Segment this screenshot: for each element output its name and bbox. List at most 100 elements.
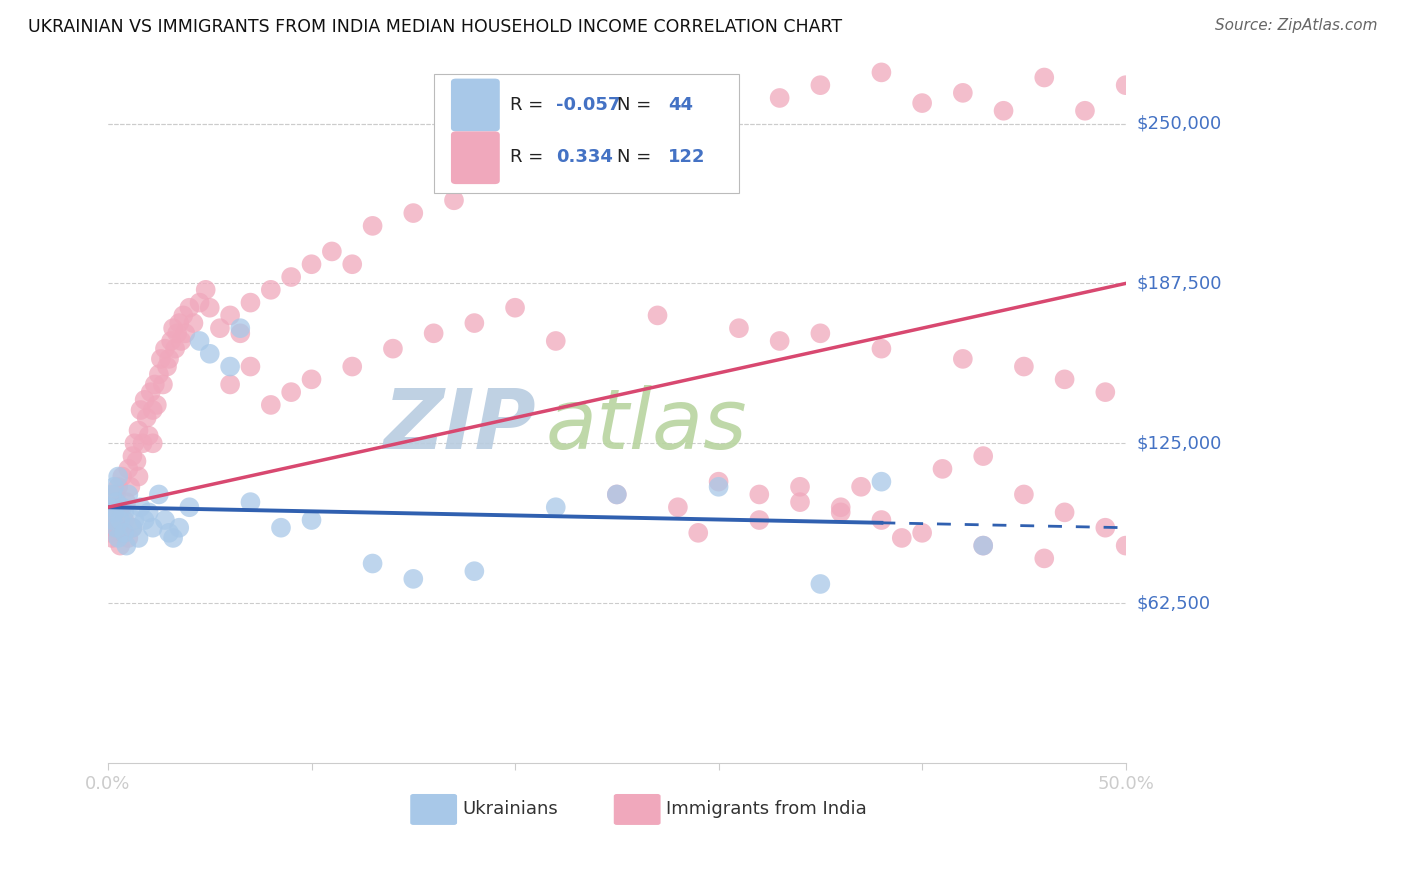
Point (112, 513, 135, 527)
Point (606, 487, 628, 501)
Text: ZIP: ZIP (382, 384, 536, 466)
Point (219, 359, 242, 374)
Point (138, 428, 160, 442)
Point (565, 147, 588, 161)
Point (107, 480, 129, 494)
Point (103, 521, 125, 535)
Point (361, 557, 384, 571)
Point (183, 316, 205, 330)
Point (98, 500, 121, 515)
Point (707, 475, 730, 489)
Point (890, 531, 912, 545)
Point (870, 342, 893, 356)
Point (402, 572, 425, 586)
Point (830, 500, 852, 515)
Point (117, 462, 139, 476)
Point (105, 487, 128, 501)
Point (748, 487, 770, 501)
Text: UKRAINIAN VS IMMIGRANTS FROM INDIA MEDIAN HOUSEHOLD INCOME CORRELATION CHART: UKRAINIAN VS IMMIGRANTS FROM INDIA MEDIA… (28, 18, 842, 36)
Point (153, 342, 176, 356)
Point (463, 316, 485, 330)
Point (972, 449, 994, 463)
Point (606, 136, 628, 151)
Point (239, 295, 262, 310)
Point (111, 469, 134, 483)
Point (157, 525, 180, 540)
Point (194, 283, 217, 297)
FancyBboxPatch shape (433, 74, 740, 194)
Point (188, 334, 211, 348)
Point (301, 513, 323, 527)
Point (707, 480, 730, 494)
Text: $187,500: $187,500 (1137, 275, 1222, 293)
Point (166, 326, 188, 341)
Point (101, 531, 124, 545)
Point (167, 316, 190, 330)
Point (666, 500, 689, 515)
Text: N =: N = (617, 95, 657, 113)
Point (105, 495, 128, 509)
Point (484, 173, 506, 187)
Point (808, 326, 831, 341)
Point (1053, 505, 1076, 519)
Point (148, 487, 170, 501)
Point (103, 500, 125, 515)
Point (108, 500, 131, 515)
Point (129, 500, 152, 515)
Point (769, 91, 792, 105)
Point (112, 525, 135, 540)
Point (156, 359, 179, 374)
FancyBboxPatch shape (614, 794, 661, 825)
Point (179, 301, 201, 315)
Point (121, 521, 143, 535)
Point (748, 513, 770, 527)
Point (606, 487, 628, 501)
Point (972, 539, 994, 553)
Point (129, 403, 152, 417)
Point (808, 78, 831, 92)
Point (503, 301, 526, 315)
Point (647, 309, 669, 323)
Point (107, 469, 129, 483)
Point (134, 392, 156, 407)
Point (131, 436, 153, 450)
Point (208, 321, 231, 335)
Point (128, 424, 150, 438)
Point (188, 295, 211, 310)
Point (544, 500, 567, 515)
Point (239, 359, 262, 374)
Point (361, 219, 384, 233)
Point (870, 513, 893, 527)
Point (830, 505, 852, 519)
Point (108, 539, 131, 553)
Point (139, 385, 162, 400)
Point (993, 103, 1015, 118)
Point (162, 531, 184, 545)
Point (167, 521, 190, 535)
Point (342, 257, 364, 271)
Text: Immigrants from India: Immigrants from India (665, 800, 866, 819)
Text: 0.334: 0.334 (555, 148, 613, 167)
Point (107, 521, 129, 535)
Point (179, 500, 201, 515)
Point (728, 321, 751, 335)
Point (142, 403, 165, 417)
Point (125, 454, 148, 468)
Point (121, 449, 143, 463)
Point (789, 480, 811, 494)
Point (105, 505, 128, 519)
Point (1115, 78, 1137, 92)
Point (134, 513, 156, 527)
Point (172, 309, 194, 323)
Point (135, 410, 157, 425)
Point (121, 521, 143, 535)
Point (112, 505, 135, 519)
Point (101, 513, 124, 527)
Text: R =: R = (510, 148, 555, 167)
Point (972, 539, 994, 553)
Point (198, 301, 221, 315)
Point (138, 505, 160, 519)
Point (101, 513, 124, 527)
Point (103, 480, 125, 494)
Point (342, 359, 364, 374)
